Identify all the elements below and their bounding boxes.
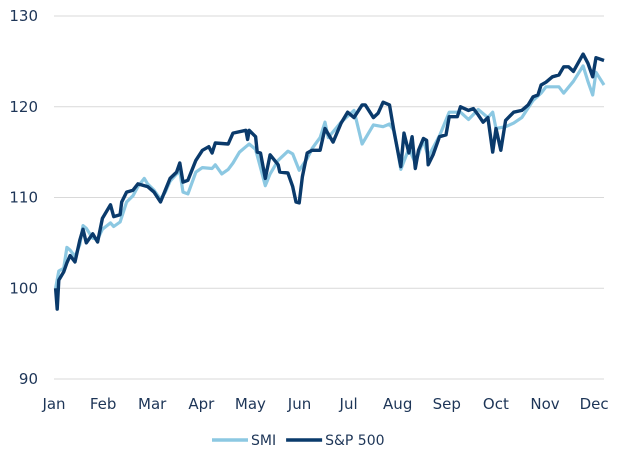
- x-tick-label: Mar: [138, 395, 167, 413]
- y-tick-label: 90: [19, 370, 38, 388]
- series-lines: [53, 52, 606, 311]
- legend-label: SMI: [251, 433, 276, 449]
- series-line-smi: [54, 64, 606, 289]
- y-axis-ticks: 90 100 110 120 130: [9, 7, 38, 388]
- x-tick-label: Jan: [41, 395, 65, 413]
- y-tick-label: 120: [9, 98, 38, 116]
- x-tick-label: Nov: [530, 395, 559, 413]
- x-tick-label: Apr: [188, 395, 215, 413]
- x-tick-label: Jul: [339, 395, 358, 413]
- x-tick-label: Sep: [433, 395, 461, 413]
- x-axis-ticks: Jan Feb Mar Apr May Jun Jul Aug Sep Oct Nov Dec: [41, 395, 608, 413]
- y-tick-label: 110: [9, 189, 38, 207]
- x-tick-label: Aug: [383, 395, 412, 413]
- x-tick-label: May: [235, 395, 266, 413]
- x-tick-label: Oct: [483, 395, 509, 413]
- legend-label: S&P 500: [325, 433, 384, 449]
- y-tick-label: 130: [9, 7, 38, 25]
- x-tick-label: Dec: [580, 395, 609, 413]
- series-line-s-p-500: [53, 52, 605, 311]
- y-tick-label: 100: [9, 279, 38, 297]
- x-tick-label: Jun: [287, 395, 311, 413]
- gridlines: [54, 15, 604, 380]
- legend: SMI S&P 500: [212, 433, 385, 449]
- x-tick-label: Feb: [90, 395, 117, 413]
